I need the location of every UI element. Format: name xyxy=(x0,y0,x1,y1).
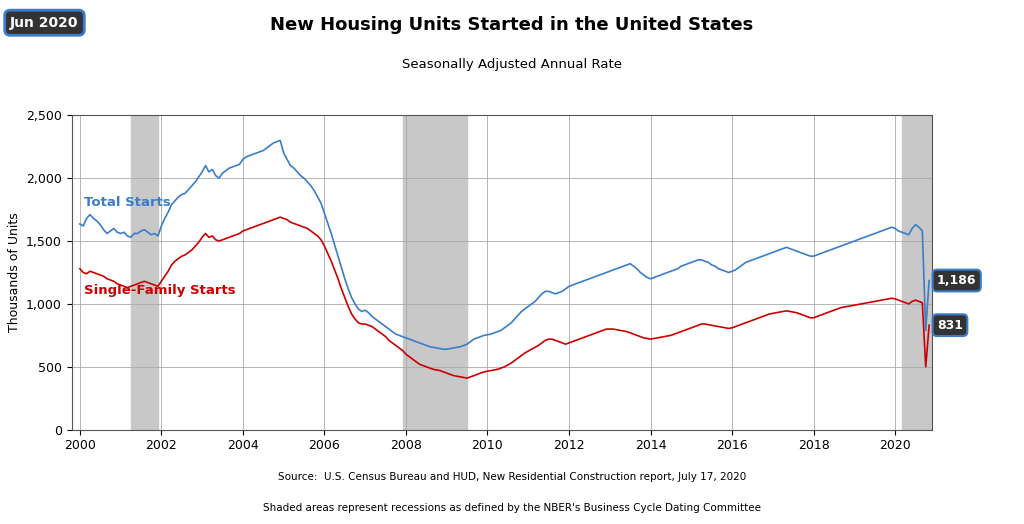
Text: Total Starts: Total Starts xyxy=(84,196,171,209)
Text: Single-Family Starts: Single-Family Starts xyxy=(84,284,236,297)
Bar xyxy=(402,115,467,430)
Bar xyxy=(131,115,158,430)
Y-axis label: Thousands of Units: Thousands of Units xyxy=(7,213,20,332)
Text: Seasonally Adjusted Annual Rate: Seasonally Adjusted Annual Rate xyxy=(402,58,622,71)
Text: Source:  U.S. Census Bureau and HUD, New Residential Construction report, July 1: Source: U.S. Census Bureau and HUD, New … xyxy=(278,472,746,482)
Text: Shaded areas represent recessions as defined by the NBER's Business Cycle Dating: Shaded areas represent recessions as def… xyxy=(263,503,761,513)
Text: 831: 831 xyxy=(937,319,963,332)
Bar xyxy=(902,115,936,430)
Text: New Housing Units Started in the United States: New Housing Units Started in the United … xyxy=(270,16,754,34)
Text: Jun 2020: Jun 2020 xyxy=(10,16,79,30)
Text: 1,186: 1,186 xyxy=(937,274,977,287)
